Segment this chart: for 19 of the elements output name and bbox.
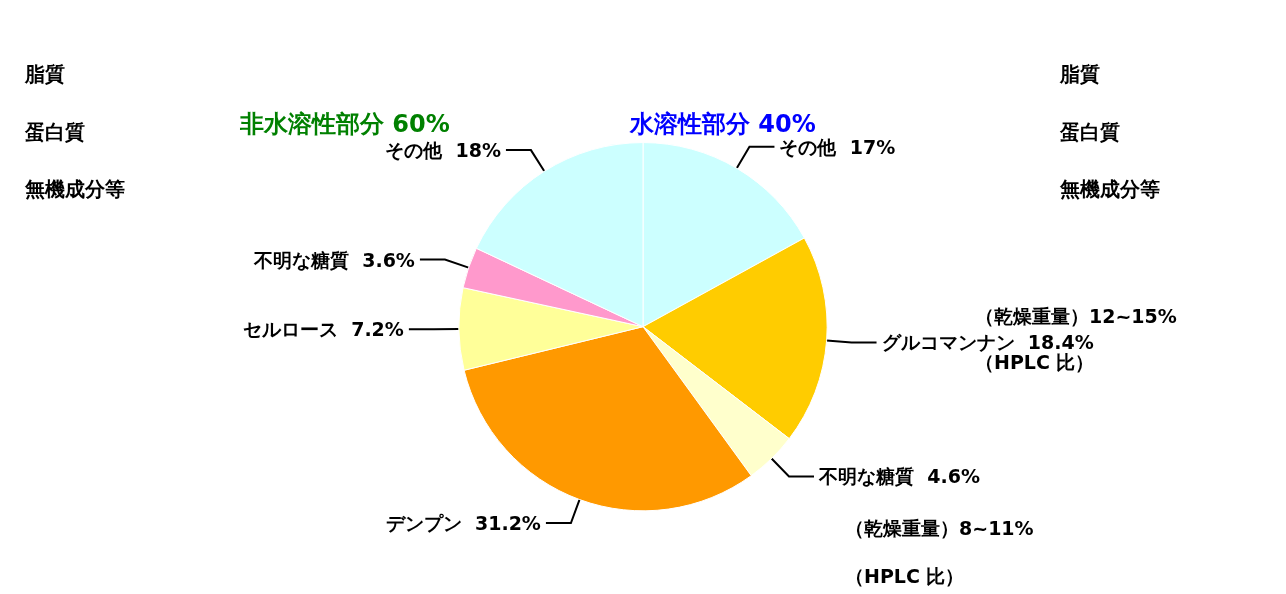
slice-label: デンプン 31.2% — [385, 512, 541, 535]
slice-label: グルコマンナン 18.4% — [881, 331, 1094, 354]
text: 水溶性部分 40% — [629, 110, 816, 138]
slice-label: その他 17% — [779, 135, 896, 158]
text: 無機成分等 — [1059, 177, 1160, 201]
slice-label: セルロース 7.2% — [242, 318, 404, 341]
text: 無機成分等 — [24, 177, 125, 201]
slice-label: 不明な糖質 4.6% — [818, 465, 980, 488]
text: 蛋白質 — [1059, 120, 1120, 144]
text: 蛋白質 — [24, 120, 85, 144]
text: （HPLC 比） — [845, 565, 965, 587]
text: （乾燥重量）12~15% — [975, 305, 1177, 327]
slice-label: その他 18% — [385, 139, 501, 162]
text: 非水溶性部分 60% — [239, 110, 450, 138]
text: 脂質 — [1059, 62, 1100, 86]
text: 脂質 — [24, 62, 65, 86]
slice-label: 不明な糖質 3.6% — [252, 248, 415, 271]
text: （HPLC 比） — [975, 351, 1095, 373]
text: （乾燥重量）8~11% — [845, 517, 1034, 539]
